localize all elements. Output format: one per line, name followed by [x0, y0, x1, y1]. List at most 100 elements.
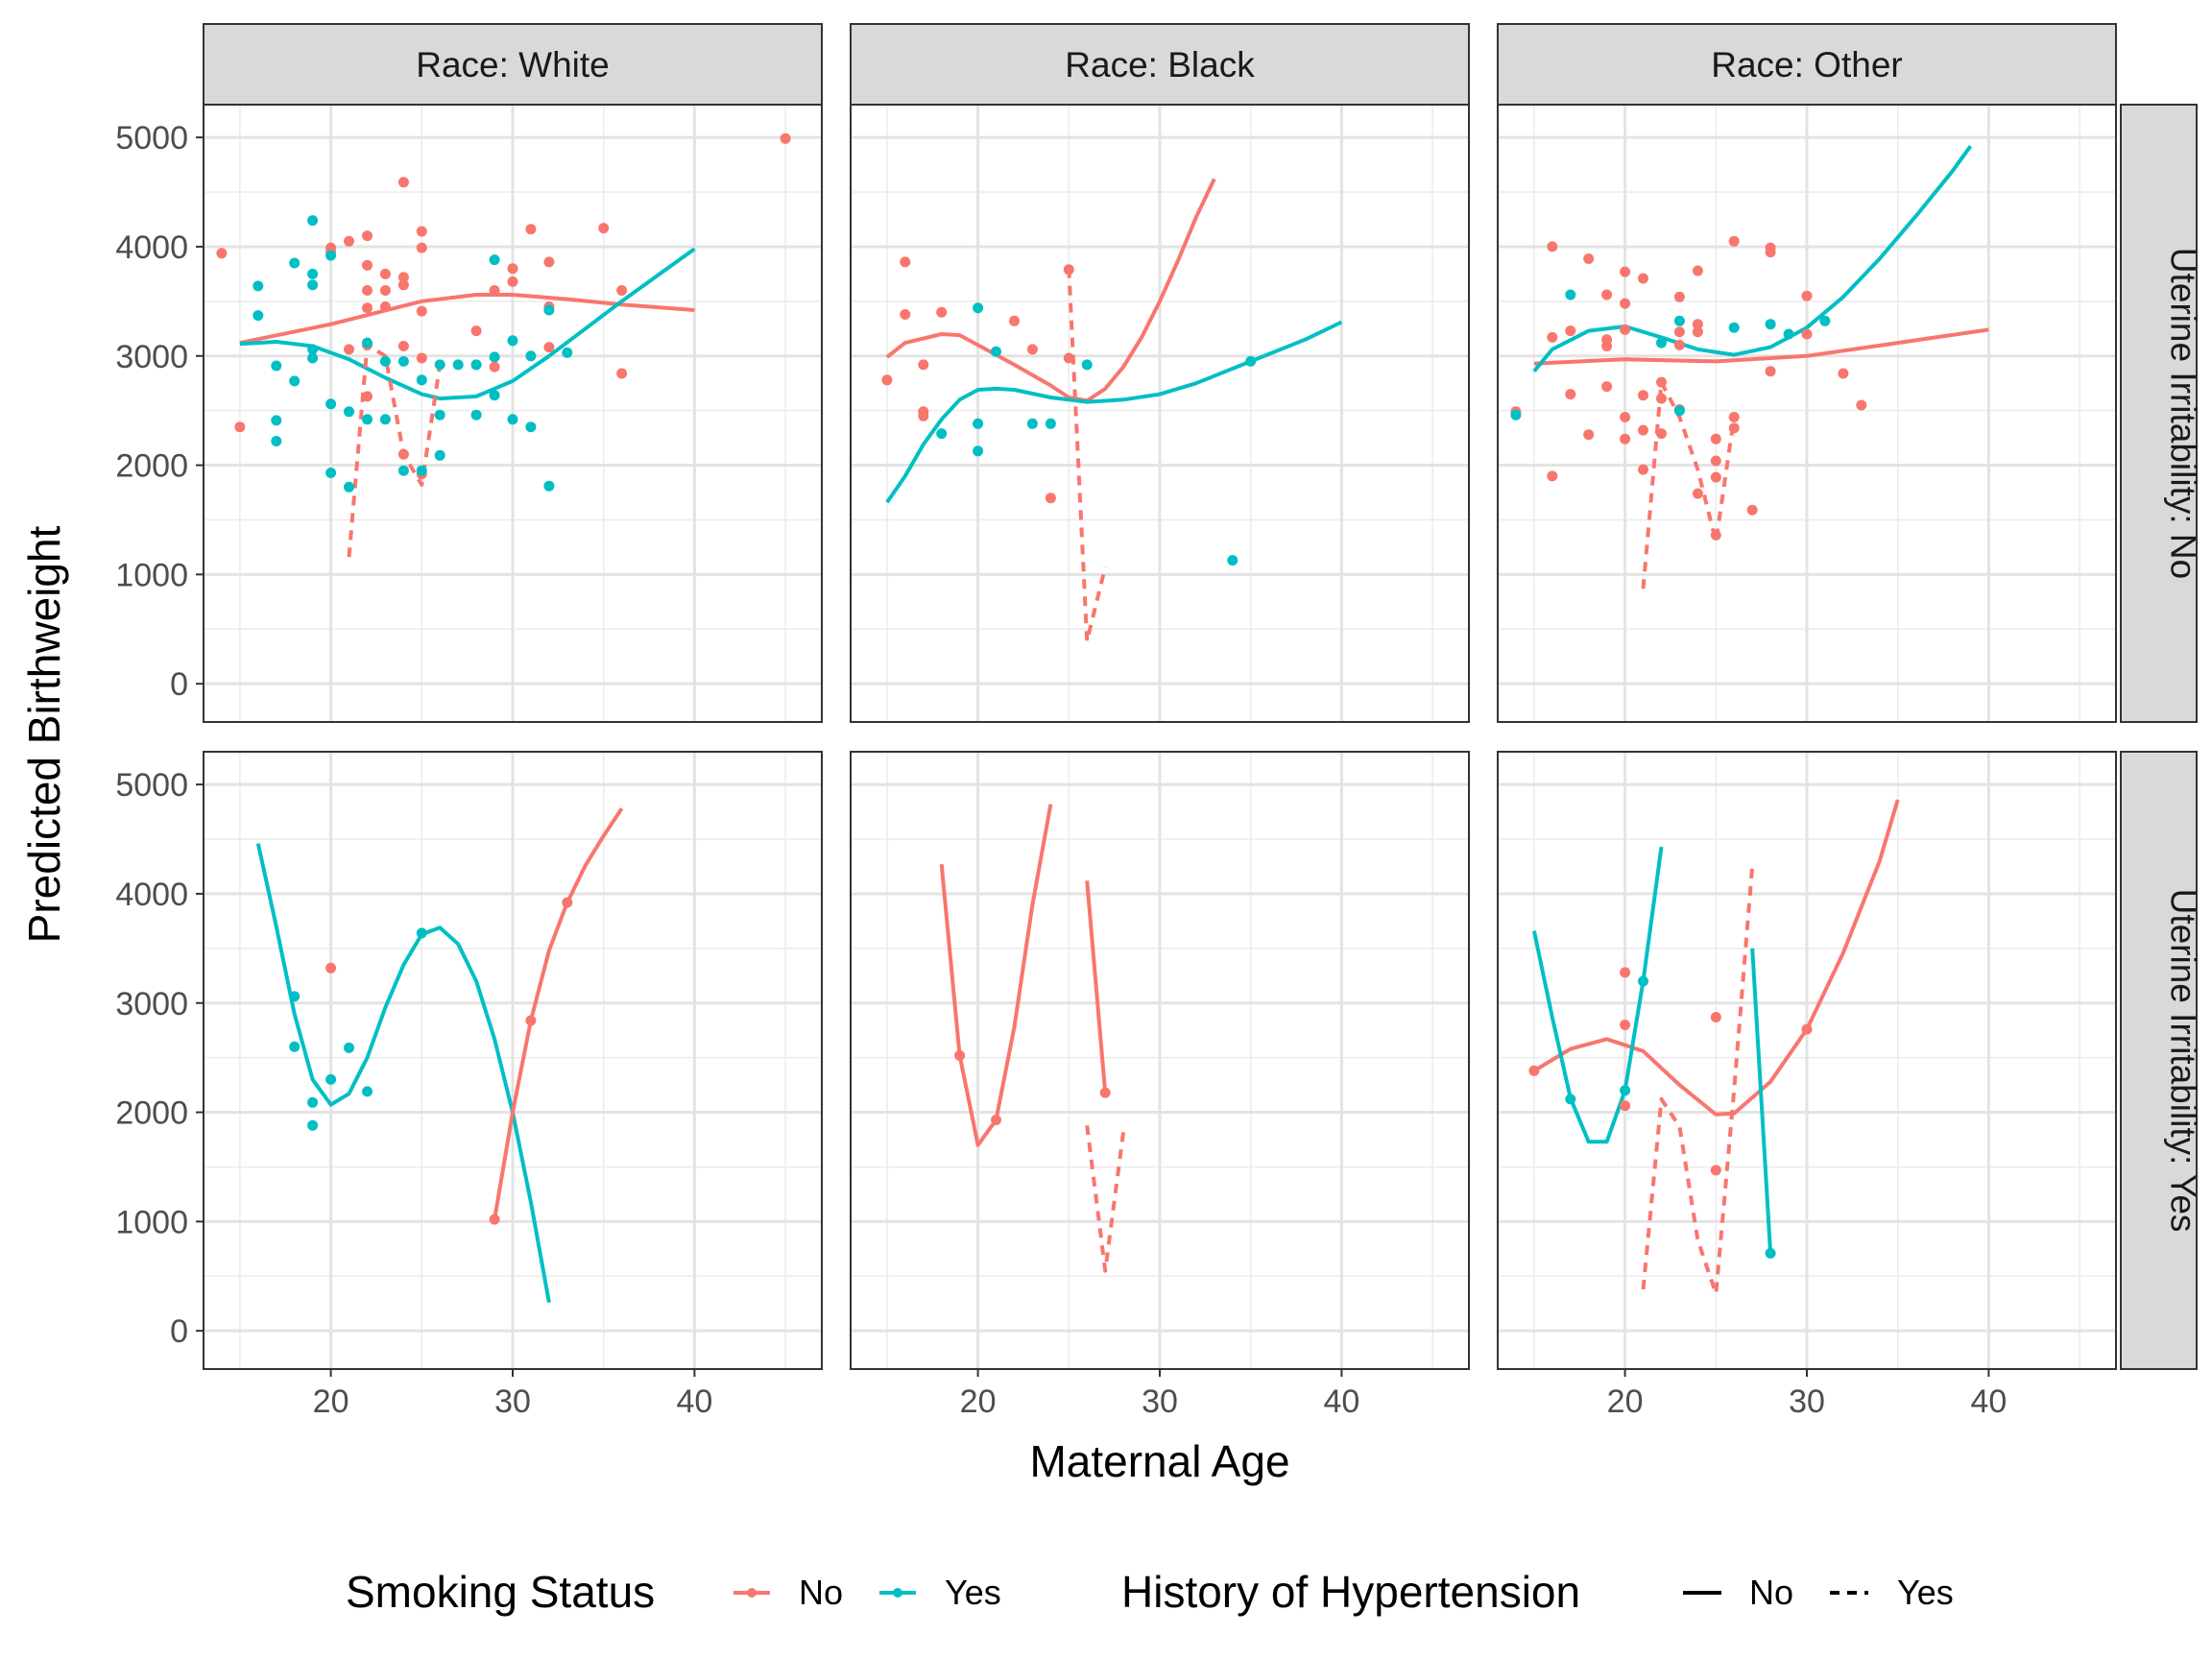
data-point-smoke-no	[1656, 376, 1667, 388]
data-point-smoke-yes	[1026, 418, 1038, 429]
data-point-smoke-no	[470, 325, 482, 337]
data-point-smoke-no	[1692, 326, 1703, 338]
data-point-smoke-no	[1692, 488, 1703, 499]
facet-strip-label-col-1: Race: Black	[1065, 45, 1255, 84]
y-tick-label: 4000	[115, 877, 188, 913]
data-point-smoke-yes	[325, 468, 337, 478]
series-line-smoke-yes-htn-no	[1750, 948, 1773, 1254]
data-point-smoke-yes	[271, 360, 282, 372]
data-point-smoke-yes	[1656, 337, 1667, 349]
series-line-smoke-no-htn-yes	[347, 343, 443, 558]
facet-strip-row-1	[2120, 751, 2198, 1370]
data-point-smoke-no	[1620, 324, 1631, 335]
data-point-smoke-yes	[470, 409, 482, 421]
facet-strip-col-1	[850, 23, 1470, 106]
data-point-smoke-no	[379, 301, 391, 312]
data-point-smoke-no	[562, 897, 573, 908]
facet-strip-label-col-2: Race: Other	[1711, 45, 1902, 84]
data-point-smoke-no	[954, 1049, 966, 1061]
data-point-smoke-no	[1620, 266, 1631, 277]
data-point-smoke-no	[1656, 393, 1667, 404]
data-point-smoke-yes	[362, 337, 373, 349]
data-point-smoke-no	[234, 421, 246, 433]
panel-1-0	[203, 751, 823, 1370]
data-point-smoke-no	[616, 285, 628, 296]
data-point-smoke-no	[1620, 433, 1631, 445]
y-tick-label: 3000	[115, 339, 188, 375]
data-point-smoke-no	[1638, 390, 1648, 401]
data-point-smoke-no	[1673, 291, 1685, 302]
data-point-smoke-no	[1710, 1165, 1721, 1176]
x-tick-label: 20	[1607, 1383, 1644, 1420]
data-point-smoke-yes	[344, 406, 354, 418]
data-point-smoke-no	[1801, 328, 1813, 340]
data-point-smoke-no	[397, 272, 409, 283]
data-point-smoke-yes	[489, 254, 500, 266]
data-point-smoke-no	[900, 256, 911, 268]
legend-label-htn-yes: Yes	[1897, 1573, 1954, 1612]
data-point-smoke-no	[325, 962, 337, 974]
data-point-smoke-no	[1009, 315, 1020, 326]
legend: Smoking Status No Yes History of Hyperte…	[346, 1567, 1954, 1617]
data-point-smoke-no	[1710, 433, 1721, 445]
panel-marks	[216, 132, 791, 558]
data-point-smoke-no	[1547, 331, 1558, 343]
legend-key-smoke-no	[733, 1588, 770, 1598]
data-point-smoke-yes	[307, 344, 319, 355]
data-point-smoke-yes	[1783, 328, 1794, 340]
series-line-smoke-yes-htn-no	[255, 843, 551, 1303]
data-point-smoke-no	[598, 223, 610, 234]
data-point-smoke-yes	[525, 350, 537, 362]
data-point-smoke-no	[1547, 470, 1558, 482]
y-tick-label: 1000	[115, 557, 188, 593]
data-point-smoke-no	[936, 306, 948, 318]
facet-strip-row-0	[2120, 104, 2198, 723]
data-point-smoke-yes	[489, 390, 500, 401]
y-tick-label: 1000	[115, 1204, 188, 1240]
x-tick-label: 40	[1323, 1383, 1359, 1420]
y-tick-label: 0	[170, 1313, 188, 1350]
data-point-smoke-no	[1856, 399, 1867, 411]
data-point-smoke-yes	[289, 1041, 301, 1052]
data-point-smoke-yes	[344, 481, 354, 493]
data-point-smoke-yes	[252, 310, 264, 322]
data-point-smoke-yes	[936, 428, 948, 440]
data-point-smoke-yes	[289, 375, 301, 387]
data-point-smoke-no	[1673, 326, 1685, 338]
data-point-smoke-yes	[289, 991, 301, 1002]
data-point-smoke-no	[397, 448, 409, 460]
data-point-smoke-no	[1583, 253, 1595, 264]
panel-marks	[881, 178, 1343, 643]
data-point-smoke-no	[1728, 412, 1740, 422]
panel-border	[850, 104, 1470, 723]
series-line-smoke-no-htn-no	[1533, 327, 1989, 366]
y-tick-label: 4000	[115, 229, 188, 266]
legend-label-htn-no: No	[1749, 1573, 1793, 1612]
data-point-smoke-no	[1547, 241, 1558, 252]
y-tick-label: 3000	[115, 986, 188, 1022]
data-point-smoke-no	[1620, 298, 1631, 309]
data-point-smoke-no	[489, 1214, 500, 1225]
data-point-smoke-no	[1528, 1065, 1540, 1076]
data-point-smoke-yes	[1227, 555, 1238, 566]
data-point-smoke-yes	[1081, 359, 1093, 371]
series-line-smoke-no-htn-no	[493, 807, 624, 1220]
data-point-smoke-no	[1692, 265, 1703, 276]
data-point-smoke-no	[1620, 412, 1631, 422]
y-tick-label: 5000	[115, 767, 188, 804]
legend-label-smoke-no: No	[799, 1573, 843, 1612]
data-point-smoke-yes	[434, 409, 445, 421]
data-point-smoke-no	[1801, 1023, 1813, 1035]
data-point-smoke-no	[362, 391, 373, 402]
data-point-smoke-no	[1765, 247, 1776, 258]
legend-key-smoke-yes	[879, 1588, 916, 1598]
data-point-smoke-yes	[397, 465, 409, 476]
data-point-smoke-no	[397, 177, 409, 188]
data-point-smoke-no	[362, 285, 373, 296]
panel-1-1	[850, 751, 1470, 1370]
data-point-smoke-no	[1765, 366, 1776, 377]
data-point-smoke-no	[1838, 368, 1849, 379]
facet-strip-label-col-0: Race: White	[416, 45, 610, 84]
data-point-smoke-no	[1063, 264, 1074, 276]
data-point-smoke-yes	[1728, 322, 1740, 333]
